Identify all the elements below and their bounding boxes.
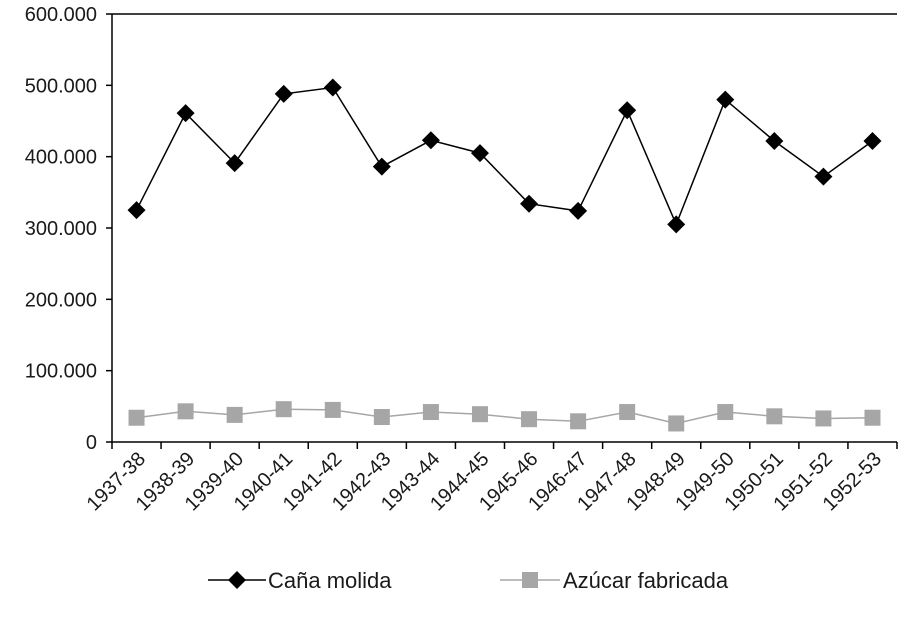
legend-marker-azucar-fabricada [522, 572, 538, 588]
series-line-azucar-fabricada [136, 408, 873, 425]
y-tick-label: 100.000 [25, 361, 97, 383]
data-point-azucar-fabricada [471, 406, 488, 423]
data-point-cana-molida [176, 104, 195, 123]
data-point-azucar-fabricada [226, 406, 243, 423]
data-point-cana-molida [470, 144, 489, 163]
y-tick-label: 400.000 [25, 147, 97, 169]
legend-item-azucar-fabricada: Azúcar fabricada [500, 568, 729, 593]
y-tick-label: 0 [86, 432, 97, 454]
data-point-cana-molida [814, 167, 833, 186]
data-point-cana-molida [520, 194, 539, 213]
data-point-azucar-fabricada [128, 409, 145, 426]
data-point-cana-molida [569, 201, 588, 220]
data-point-cana-molida [618, 101, 637, 120]
legend-label-cana-molida: Caña molida [268, 568, 392, 593]
data-point-cana-molida [127, 201, 146, 220]
data-point-cana-molida [323, 78, 342, 97]
y-tick-label: 500.000 [25, 75, 97, 97]
series-azucar-fabricada [128, 401, 881, 432]
series-line-cana-molida [135, 86, 873, 227]
y-tick-label: 300.000 [25, 218, 97, 240]
data-point-azucar-fabricada [177, 403, 194, 420]
data-point-azucar-fabricada [864, 409, 881, 426]
data-point-cana-molida [863, 131, 882, 150]
legend-item-cana-molida: Caña molida [208, 568, 392, 593]
data-point-azucar-fabricada [275, 401, 292, 418]
data-point-cana-molida [225, 154, 244, 173]
data-point-azucar-fabricada [619, 404, 636, 421]
data-point-cana-molida [372, 157, 391, 176]
legend-label-azucar-fabricada: Azúcar fabricada [563, 568, 729, 593]
data-point-cana-molida [421, 131, 440, 150]
data-point-azucar-fabricada [570, 413, 587, 430]
data-point-cana-molida [716, 90, 735, 109]
plot-area: 0 100.000 200.000 300.000 400.000 500.000 600.… [25, 4, 898, 515]
data-point-azucar-fabricada [668, 415, 685, 432]
series-cana-molida [127, 78, 882, 234]
data-point-azucar-fabricada [324, 401, 341, 418]
legend: Caña molida Azúcar fabricada [208, 568, 729, 593]
y-tick-labels: 0 100.000 200.000 300.000 400.000 500.000 600.… [25, 4, 97, 454]
data-point-cana-molida [274, 84, 293, 103]
data-point-azucar-fabricada [521, 411, 538, 428]
data-point-azucar-fabricada [766, 408, 783, 425]
x-tick-marks [111, 442, 898, 449]
data-point-azucar-fabricada [815, 410, 832, 427]
x-tick-labels: 1937-381938-391939-401940-411941-421942-… [83, 448, 886, 515]
data-point-azucar-fabricada [717, 404, 734, 421]
data-point-azucar-fabricada [422, 404, 439, 421]
legend-marker-cana-molida [228, 571, 246, 589]
data-point-cana-molida [765, 131, 784, 150]
y-tick-marks [106, 13, 112, 443]
data-point-azucar-fabricada [373, 409, 390, 426]
y-tick-label: 200.000 [25, 289, 97, 311]
y-tick-label: 600.000 [25, 4, 97, 26]
series-layer [127, 78, 882, 432]
data-point-cana-molida [667, 215, 686, 234]
